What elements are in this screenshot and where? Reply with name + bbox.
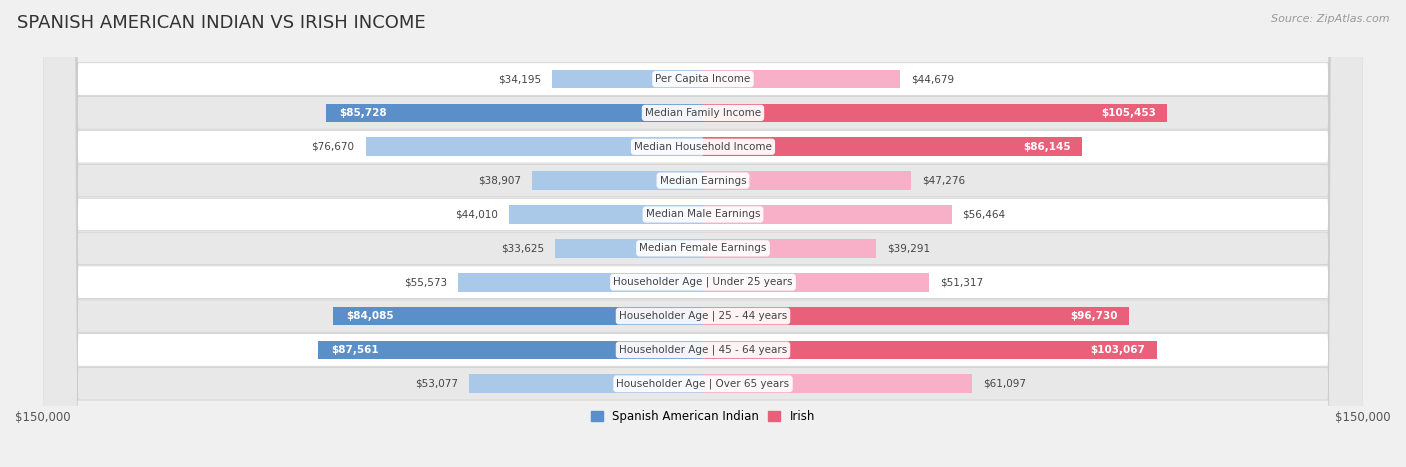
FancyBboxPatch shape bbox=[42, 0, 1364, 467]
Text: Per Capita Income: Per Capita Income bbox=[655, 74, 751, 84]
Text: $85,728: $85,728 bbox=[339, 108, 387, 118]
Text: Median Family Income: Median Family Income bbox=[645, 108, 761, 118]
Bar bbox=[703, 273, 929, 291]
Text: $44,010: $44,010 bbox=[456, 210, 498, 219]
Text: $76,670: $76,670 bbox=[312, 142, 354, 152]
Bar bbox=[703, 239, 876, 258]
Bar bbox=[703, 307, 1129, 325]
Bar bbox=[470, 375, 703, 393]
Text: $87,561: $87,561 bbox=[330, 345, 378, 355]
Bar bbox=[333, 307, 703, 325]
Bar bbox=[553, 70, 703, 88]
FancyBboxPatch shape bbox=[42, 0, 1364, 467]
FancyBboxPatch shape bbox=[42, 0, 1364, 467]
Text: $39,291: $39,291 bbox=[887, 243, 929, 253]
Bar bbox=[703, 137, 1083, 156]
Text: Householder Age | Under 25 years: Householder Age | Under 25 years bbox=[613, 277, 793, 288]
Bar bbox=[703, 375, 972, 393]
Bar bbox=[458, 273, 703, 291]
Text: $103,067: $103,067 bbox=[1091, 345, 1146, 355]
Bar bbox=[366, 137, 703, 156]
Bar bbox=[703, 70, 900, 88]
Text: $61,097: $61,097 bbox=[983, 379, 1026, 389]
FancyBboxPatch shape bbox=[42, 0, 1364, 467]
Bar bbox=[326, 104, 703, 122]
Text: $47,276: $47,276 bbox=[922, 176, 965, 185]
FancyBboxPatch shape bbox=[42, 0, 1364, 467]
FancyBboxPatch shape bbox=[42, 0, 1364, 467]
Text: Median Male Earnings: Median Male Earnings bbox=[645, 210, 761, 219]
Text: $34,195: $34,195 bbox=[498, 74, 541, 84]
Text: $105,453: $105,453 bbox=[1101, 108, 1156, 118]
Text: SPANISH AMERICAN INDIAN VS IRISH INCOME: SPANISH AMERICAN INDIAN VS IRISH INCOME bbox=[17, 14, 426, 32]
Text: $53,077: $53,077 bbox=[415, 379, 458, 389]
Text: $56,464: $56,464 bbox=[963, 210, 1005, 219]
Text: Householder Age | 45 - 64 years: Householder Age | 45 - 64 years bbox=[619, 345, 787, 355]
Text: Householder Age | 25 - 44 years: Householder Age | 25 - 44 years bbox=[619, 311, 787, 321]
Bar bbox=[703, 205, 952, 224]
FancyBboxPatch shape bbox=[42, 0, 1364, 467]
Bar bbox=[531, 171, 703, 190]
Text: $33,625: $33,625 bbox=[501, 243, 544, 253]
Text: $55,573: $55,573 bbox=[405, 277, 447, 287]
Text: Median Female Earnings: Median Female Earnings bbox=[640, 243, 766, 253]
Text: $96,730: $96,730 bbox=[1070, 311, 1118, 321]
Text: Median Household Income: Median Household Income bbox=[634, 142, 772, 152]
Text: $38,907: $38,907 bbox=[478, 176, 520, 185]
FancyBboxPatch shape bbox=[42, 0, 1364, 467]
Bar bbox=[703, 171, 911, 190]
Text: $84,085: $84,085 bbox=[346, 311, 394, 321]
Legend: Spanish American Indian, Irish: Spanish American Indian, Irish bbox=[586, 405, 820, 428]
Text: Source: ZipAtlas.com: Source: ZipAtlas.com bbox=[1271, 14, 1389, 24]
Bar bbox=[318, 340, 703, 359]
Bar bbox=[509, 205, 703, 224]
Bar bbox=[703, 340, 1157, 359]
Text: $86,145: $86,145 bbox=[1024, 142, 1071, 152]
FancyBboxPatch shape bbox=[42, 0, 1364, 467]
FancyBboxPatch shape bbox=[42, 0, 1364, 467]
Text: $44,679: $44,679 bbox=[911, 74, 953, 84]
Text: $51,317: $51,317 bbox=[939, 277, 983, 287]
Bar bbox=[703, 104, 1167, 122]
Text: Householder Age | Over 65 years: Householder Age | Over 65 years bbox=[616, 379, 790, 389]
Text: Median Earnings: Median Earnings bbox=[659, 176, 747, 185]
Bar bbox=[555, 239, 703, 258]
